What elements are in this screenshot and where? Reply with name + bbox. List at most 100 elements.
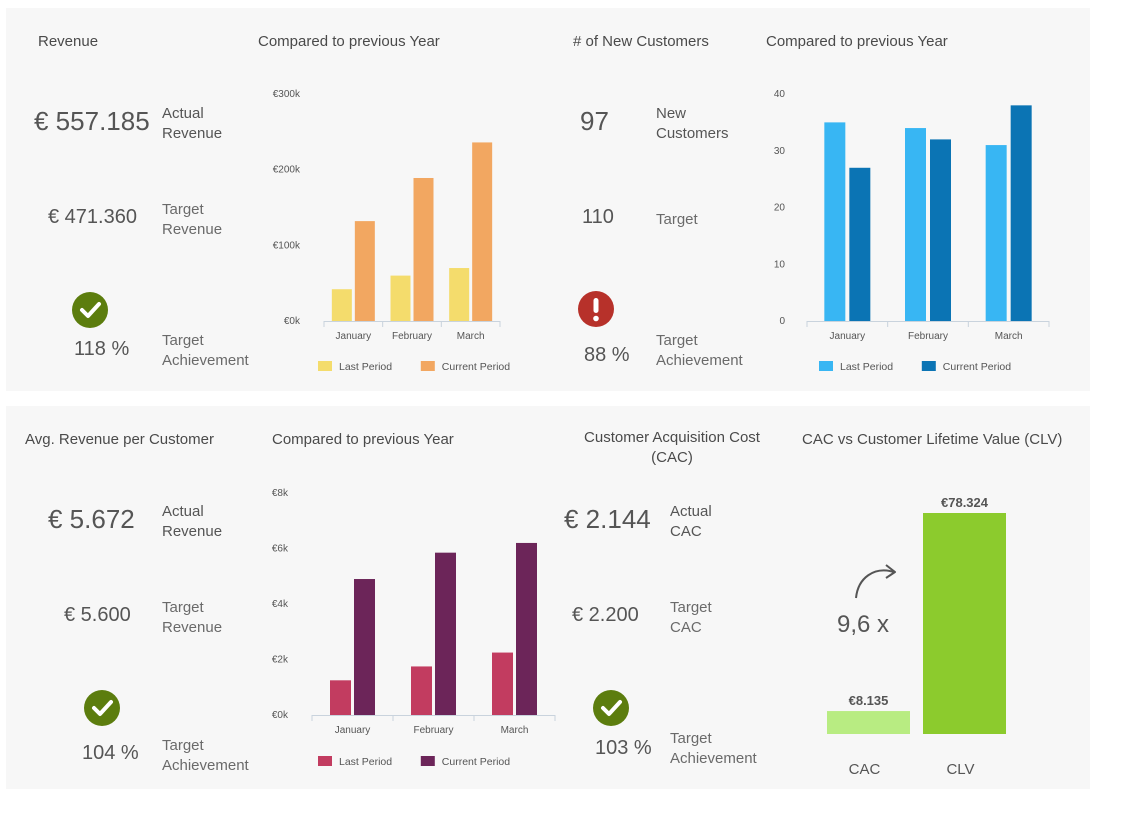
arpc-achievement-label: Target Achievement — [162, 737, 249, 774]
bar-current-period — [354, 579, 375, 715]
bar-current-period — [435, 552, 456, 715]
x-tick-label: CLV — [946, 761, 974, 778]
bar-current-period — [930, 139, 951, 321]
checkmark-icon — [72, 292, 108, 328]
x-tick-label: February — [413, 725, 453, 736]
legend-label: Last Period — [339, 756, 392, 768]
revenue-target-label: Target Revenue — [162, 201, 223, 238]
x-tick-label: March — [457, 331, 485, 342]
cac-achievement: 103 % — [595, 737, 652, 759]
x-tick-label: March — [501, 725, 529, 736]
y-tick-label: 0 — [779, 316, 785, 327]
bar-clv — [923, 513, 1006, 734]
bar-current-period — [354, 221, 375, 321]
bar-last-period — [905, 128, 926, 321]
y-tick-label: €2k — [272, 655, 289, 666]
bar-last-period — [411, 666, 432, 715]
arpc-compare-title: Compared to previous Year — [272, 431, 454, 448]
exclamation-icon — [578, 291, 614, 327]
cac-actual-value: € 2.144 — [564, 504, 651, 534]
revenue-compare-title: Compared to previous Year — [258, 33, 440, 50]
y-tick-label: €6k — [272, 544, 289, 555]
y-tick-label: 30 — [774, 146, 786, 157]
legend-label: Last Period — [840, 361, 893, 373]
bar-last-period — [449, 268, 470, 321]
arpc-actual-value: € 5.672 — [48, 504, 135, 534]
bar-last-period — [390, 275, 411, 321]
x-tick-label: January — [830, 331, 866, 342]
bar-cac — [827, 711, 910, 734]
customers-actual-label: New Customers — [656, 105, 729, 142]
customers-achievement-label: Target Achievement — [656, 332, 743, 369]
bar-current-period — [1010, 105, 1032, 321]
revenue-achievement: 118 % — [74, 338, 130, 360]
bar-current-period — [516, 542, 537, 715]
y-tick-label: 20 — [774, 203, 786, 214]
arpc-title: Avg. Revenue per Customer — [25, 431, 214, 448]
y-tick-label: €0k — [284, 316, 301, 327]
cac-target-value: € 2.200 — [572, 604, 639, 626]
cac-target-label: Target CAC — [670, 599, 712, 636]
curved-arrow-icon — [855, 564, 896, 599]
legend-label: Current Period — [442, 361, 510, 373]
legend-swatch — [420, 756, 435, 766]
revenue-target-value: € 471.360 — [48, 206, 137, 228]
arpc-bar-chart: €0k €2k €4k €6k €8k January February March Last … — [272, 488, 556, 768]
y-tick-label: 40 — [774, 89, 786, 100]
revenue-title: Revenue — [38, 33, 99, 50]
x-tick-label: March — [995, 331, 1023, 342]
arpc-actual-label: Actual Revenue — [162, 503, 223, 540]
revenue-actual-label: Actual Revenue — [162, 105, 223, 142]
legend-swatch — [318, 756, 332, 766]
data-label: €8.135 — [849, 693, 889, 708]
y-tick-label: €4k — [272, 599, 289, 610]
legend-swatch — [318, 361, 332, 371]
bar-current-period — [413, 177, 434, 321]
cac-title: Customer Acquisition Cost (CAC) — [584, 429, 760, 466]
legend-swatch — [921, 361, 936, 371]
checkmark-icon — [84, 690, 120, 726]
x-tick-label: CAC — [849, 761, 881, 778]
customers-target-value: 110 — [582, 206, 614, 228]
legend-label: Last Period — [339, 361, 392, 373]
customers-target-label: Target — [656, 211, 698, 228]
clv-title: CAC vs Customer Lifetime Value (CLV) — [802, 431, 1063, 448]
legend-label: Current Period — [442, 756, 510, 768]
customers-achievement: 88 % — [584, 344, 630, 366]
bar-last-period — [331, 289, 352, 321]
cac-actual-label: Actual CAC — [670, 503, 712, 540]
legend-swatch — [819, 361, 833, 371]
y-tick-label: 10 — [774, 259, 786, 270]
x-tick-label: February — [392, 331, 432, 342]
x-tick-label: January — [335, 725, 371, 736]
data-label: €78.324 — [941, 495, 989, 510]
y-tick-label: €0k — [272, 710, 289, 721]
y-tick-label: €8k — [272, 488, 289, 499]
arpc-achievement: 104 % — [82, 742, 139, 764]
customers-title: # of New Customers — [573, 33, 709, 50]
customers-compare-title: Compared to previous Year — [766, 33, 948, 50]
y-tick-label: €300k — [273, 89, 301, 100]
y-tick-label: €200k — [273, 165, 301, 176]
clv-ratio: 9,6 x — [837, 611, 890, 638]
x-tick-label: January — [336, 331, 372, 342]
customers-bar-chart: 0 10 20 30 40 January February March Last Period… — [774, 89, 1050, 373]
checkmark-icon — [593, 690, 629, 726]
legend-label: Current Period — [943, 361, 1011, 373]
bar-current-period — [849, 167, 871, 321]
bar-last-period — [824, 122, 846, 321]
cac-achievement-label: Target Achievement — [670, 730, 757, 767]
revenue-bar-chart: €0k €100k €200k €300k January February March La… — [273, 89, 510, 373]
legend-swatch — [420, 361, 435, 371]
y-tick-label: €100k — [273, 240, 301, 251]
bar-last-period — [985, 145, 1007, 321]
bar-last-period — [330, 680, 351, 715]
bar-current-period — [472, 142, 493, 321]
revenue-achievement-label: Target Achievement — [162, 332, 249, 369]
cac-clv-bar-chart: €8.135 CAC €78.324 CLV — [827, 495, 1006, 778]
revenue-actual-value: € 557.185 — [34, 106, 150, 136]
bar-last-period — [492, 652, 513, 715]
x-tick-label: February — [908, 331, 948, 342]
arpc-target-value: € 5.600 — [64, 604, 131, 626]
arpc-target-label: Target Revenue — [162, 599, 223, 636]
